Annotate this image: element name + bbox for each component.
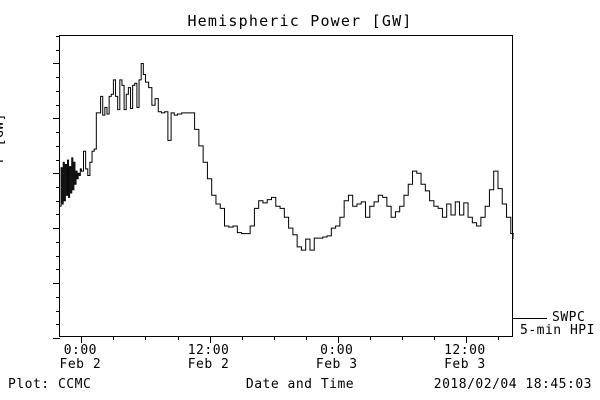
x-tick-minor (145, 336, 147, 340)
x-tick-minor (273, 336, 275, 340)
x-tick-minor (401, 336, 403, 340)
y-tick-major (53, 228, 60, 230)
y-tick-major (53, 338, 60, 339)
legend-label-source: SWPC (552, 310, 586, 325)
x-tick-minor (241, 336, 243, 340)
x-tick-label-date: Feb 2 (59, 357, 102, 372)
x-tick-major (81, 336, 83, 343)
y-tick-minor (56, 49, 60, 51)
chart-title: Hemispheric Power [GW] (187, 12, 413, 30)
y-tick-minor (56, 296, 60, 298)
y-tick-minor (56, 90, 60, 92)
y-tick-minor (56, 310, 60, 312)
x-tick-label-time: 12:00 (187, 343, 230, 358)
x-tick-label: 12:00 Feb 2 (169, 344, 249, 372)
x-tick-minor (177, 336, 179, 340)
x-tick-label-date: Feb 3 (315, 357, 358, 372)
y-tick-minor (56, 200, 60, 202)
x-tick-label: 0:00 Feb 3 (297, 344, 377, 372)
data-series-line (60, 36, 514, 338)
x-tick-minor (433, 336, 435, 340)
x-tick-label-date: Feb 2 (187, 357, 230, 372)
plot-credit: Plot: CCMC (8, 377, 92, 392)
y-tick-minor (56, 187, 60, 188)
x-tick-major (209, 336, 211, 343)
y-tick-major (53, 118, 60, 120)
x-axis-title: Date and Time (245, 377, 355, 392)
x-tick-minor (497, 336, 499, 340)
y-tick-minor (56, 36, 60, 37)
legend-line-swatch (513, 318, 547, 319)
y-tick-major (53, 63, 60, 65)
y-axis-title: P [GW] (0, 113, 7, 163)
y-tick-minor (56, 77, 60, 79)
x-tick-major (465, 336, 467, 343)
x-tick-major (337, 336, 339, 343)
y-tick-minor (56, 145, 60, 147)
generated-timestamp: 2018/02/04 18:45:03 (433, 377, 592, 392)
y-tick-major (53, 283, 60, 285)
x-tick-minor (305, 336, 307, 340)
x-tick-label: 12:00 Feb 3 (425, 344, 505, 372)
y-tick-major (53, 173, 60, 175)
legend-label-product: 5-min HPI (520, 323, 595, 338)
y-tick-minor (56, 214, 60, 216)
x-tick-label-date: Feb 3 (444, 357, 486, 372)
y-tick-minor (56, 132, 60, 134)
x-tick-label: 0:00 Feb 2 (40, 344, 120, 372)
y-tick-minor (56, 159, 60, 161)
x-tick-minor (113, 336, 115, 340)
y-tick-minor (56, 324, 60, 326)
plot-frame (53, 35, 514, 343)
y-tick-minor (56, 104, 60, 106)
x-tick-minor (369, 336, 371, 340)
x-tick-label-time: 0:00 (320, 343, 354, 358)
y-tick-minor (56, 269, 60, 271)
x-tick-label-time: 0:00 (63, 343, 98, 358)
x-tick-label-time: 12:00 (444, 343, 486, 358)
y-tick-minor (56, 241, 60, 243)
y-tick-minor (56, 255, 60, 257)
